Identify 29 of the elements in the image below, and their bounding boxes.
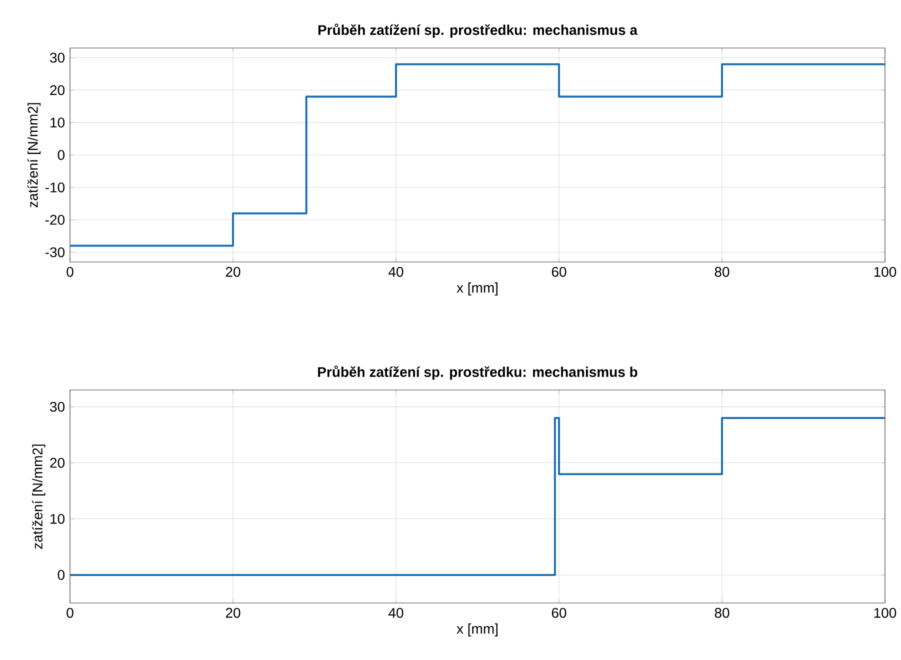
x-tick-label: 0 (66, 266, 74, 277)
x-axis-title: x [mm] (456, 282, 498, 296)
y-tick-label: -20 (45, 214, 65, 225)
y-tick-label: 30 (50, 52, 65, 63)
y-axis-title: zatížení [N/mm2] (32, 444, 46, 549)
chart-title: Průběh zatížení sp. prostředku: mechanismus a (318, 24, 638, 38)
x-tick-label: 100 (874, 608, 896, 618)
x-tick-label: 20 (226, 608, 240, 618)
chart-title: Průběh zatížení sp. prostředku: mechanismus b (318, 366, 638, 380)
y-tick-label: 10 (50, 514, 65, 524)
y-tick-label: 0 (58, 150, 65, 160)
x-tick-label: 60 (552, 266, 566, 277)
x-tick-label: 100 (874, 266, 896, 277)
x-tick-label: 60 (552, 608, 566, 618)
x-tick-label: 20 (226, 266, 240, 277)
y-tick-label: 30 (50, 402, 65, 412)
y-axis-title: zatížení [N/mm2] (27, 103, 41, 208)
x-tick-label: 80 (714, 608, 730, 618)
y-tick-label: 20 (50, 85, 65, 96)
x-tick-label: 40 (388, 266, 404, 277)
y-tick-label: -30 (45, 247, 65, 258)
x-tick-label: 80 (714, 266, 730, 277)
y-tick-label: -10 (45, 182, 65, 192)
y-tick-label: 20 (50, 458, 65, 468)
x-tick-label: 40 (388, 608, 404, 618)
y-tick-label: 0 (58, 570, 65, 580)
x-tick-label: 0 (66, 608, 74, 618)
y-tick-label: 10 (50, 118, 65, 128)
x-axis-title: x [mm] (456, 623, 498, 636)
